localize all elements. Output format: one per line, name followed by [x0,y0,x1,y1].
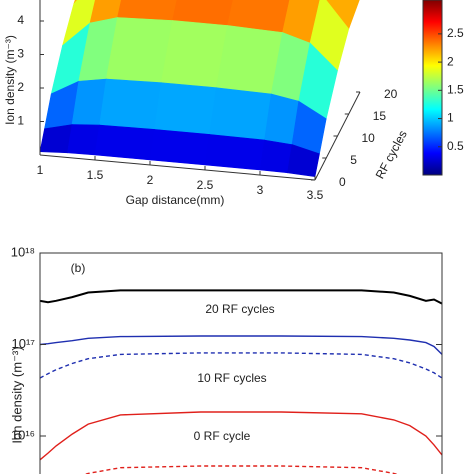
y-tick-label: 10¹⁸ [11,244,35,259]
y-tick-label: 10¹⁶ [11,427,35,442]
frame [39,252,443,474]
z-axis-label: Ion density (m⁻³) [3,35,17,125]
colorbar [422,0,443,176]
surface-patch [39,124,73,154]
y-tick-label: 15 [373,109,387,123]
surface-patch [160,20,228,89]
surface-patch [154,82,217,135]
y-tick-label: 10¹⁷ [12,336,36,351]
x-tick-label: 3 [257,183,264,197]
surface-patch [209,87,272,141]
colorbar-tick-label: 0.5 [447,139,464,153]
surface-patch [215,25,283,95]
annotation: 20 RF cycles [205,302,274,316]
annotation: 10 RF cycles [197,371,266,385]
z-tick-label: 2 [17,80,24,94]
surface-patch [94,124,155,161]
z-tick-label: 1 [17,114,24,128]
surface-patch [204,134,265,171]
x-tick-label: 1.5 [87,168,104,182]
x-tick-label: 2 [147,173,154,187]
surface-patch [287,144,320,177]
y-tick-label: 0 [339,175,346,189]
x-tick-label: 1 [37,163,44,177]
z-tick-label: 4 [17,13,24,27]
z-tick-label: 3 [17,47,24,61]
surface-patch [67,124,100,156]
plot-area [40,289,442,474]
data-line [84,465,399,474]
y-tick-label: 20 [384,87,398,101]
colorbar-tick-label: 2 [447,54,454,68]
y-tick-label: 10 [362,131,376,145]
data-line [40,289,442,305]
colorbar-tick-label: 2.5 [447,26,464,40]
x-axis-label: Gap distance(mm) [126,193,225,207]
data-line [40,335,442,355]
data-line [40,411,442,461]
x-tick-label: 3.5 [307,188,324,202]
colorbar-tick-label: 1.5 [447,82,464,96]
y-tick-label: 5 [350,153,357,167]
data-line [40,352,442,379]
x-tick-label: 2.5 [197,178,214,192]
y-axis-label: Ion density (m⁻³) [9,346,24,443]
annotation: 0 RF cycle [194,429,251,443]
panel-label: (b) [71,261,86,275]
surface-patch [149,129,210,166]
surface-patch [259,139,293,174]
x-axis [39,154,316,181]
surface-patch [105,17,173,84]
surface-panel: 1 2 3 4 1 1.5 2 2.5 3 3.5 05 10 15 20 Gap distance(mm)… [3,0,464,207]
surface-patch [99,78,162,130]
colorbar-tick-label: 1 [447,111,454,125]
y-axis-label: RF cycles [373,128,410,181]
